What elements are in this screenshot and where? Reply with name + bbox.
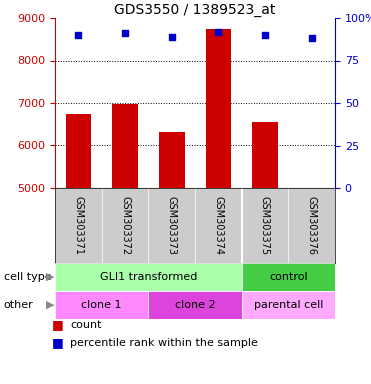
Text: control: control: [269, 272, 308, 282]
Text: percentile rank within the sample: percentile rank within the sample: [70, 338, 258, 348]
Text: cell type: cell type: [4, 272, 51, 282]
Point: [262, 32, 268, 38]
Point: [75, 32, 81, 38]
Bar: [299, 188, 325, 189]
Text: count: count: [70, 320, 102, 330]
Bar: [242, 291, 335, 319]
Text: ▶: ▶: [46, 300, 54, 310]
Text: GLI1 transformed: GLI1 transformed: [100, 272, 197, 282]
Text: ▶: ▶: [46, 272, 54, 282]
Point: [309, 35, 315, 41]
Bar: [206, 30, 231, 188]
Title: GDS3550 / 1389523_at: GDS3550 / 1389523_at: [114, 3, 276, 17]
Text: GSM303371: GSM303371: [73, 196, 83, 255]
Point: [215, 28, 221, 35]
Text: GSM303373: GSM303373: [167, 196, 177, 255]
Bar: [148, 291, 242, 319]
Bar: [55, 291, 148, 319]
Bar: [66, 114, 91, 188]
Text: clone 2: clone 2: [175, 300, 215, 310]
Bar: [159, 132, 184, 188]
Text: GSM303376: GSM303376: [307, 196, 317, 255]
Text: clone 1: clone 1: [81, 300, 122, 310]
Bar: [112, 104, 138, 188]
Text: GSM303372: GSM303372: [120, 196, 130, 255]
Point: [122, 30, 128, 36]
Text: ■: ■: [52, 318, 64, 331]
Text: GSM303374: GSM303374: [213, 196, 223, 255]
Bar: [55, 263, 242, 291]
Bar: [242, 263, 335, 291]
Text: ■: ■: [52, 336, 64, 349]
Bar: [252, 122, 278, 188]
Text: GSM303375: GSM303375: [260, 196, 270, 255]
Text: parental cell: parental cell: [254, 300, 323, 310]
Point: [169, 34, 175, 40]
Text: other: other: [4, 300, 33, 310]
